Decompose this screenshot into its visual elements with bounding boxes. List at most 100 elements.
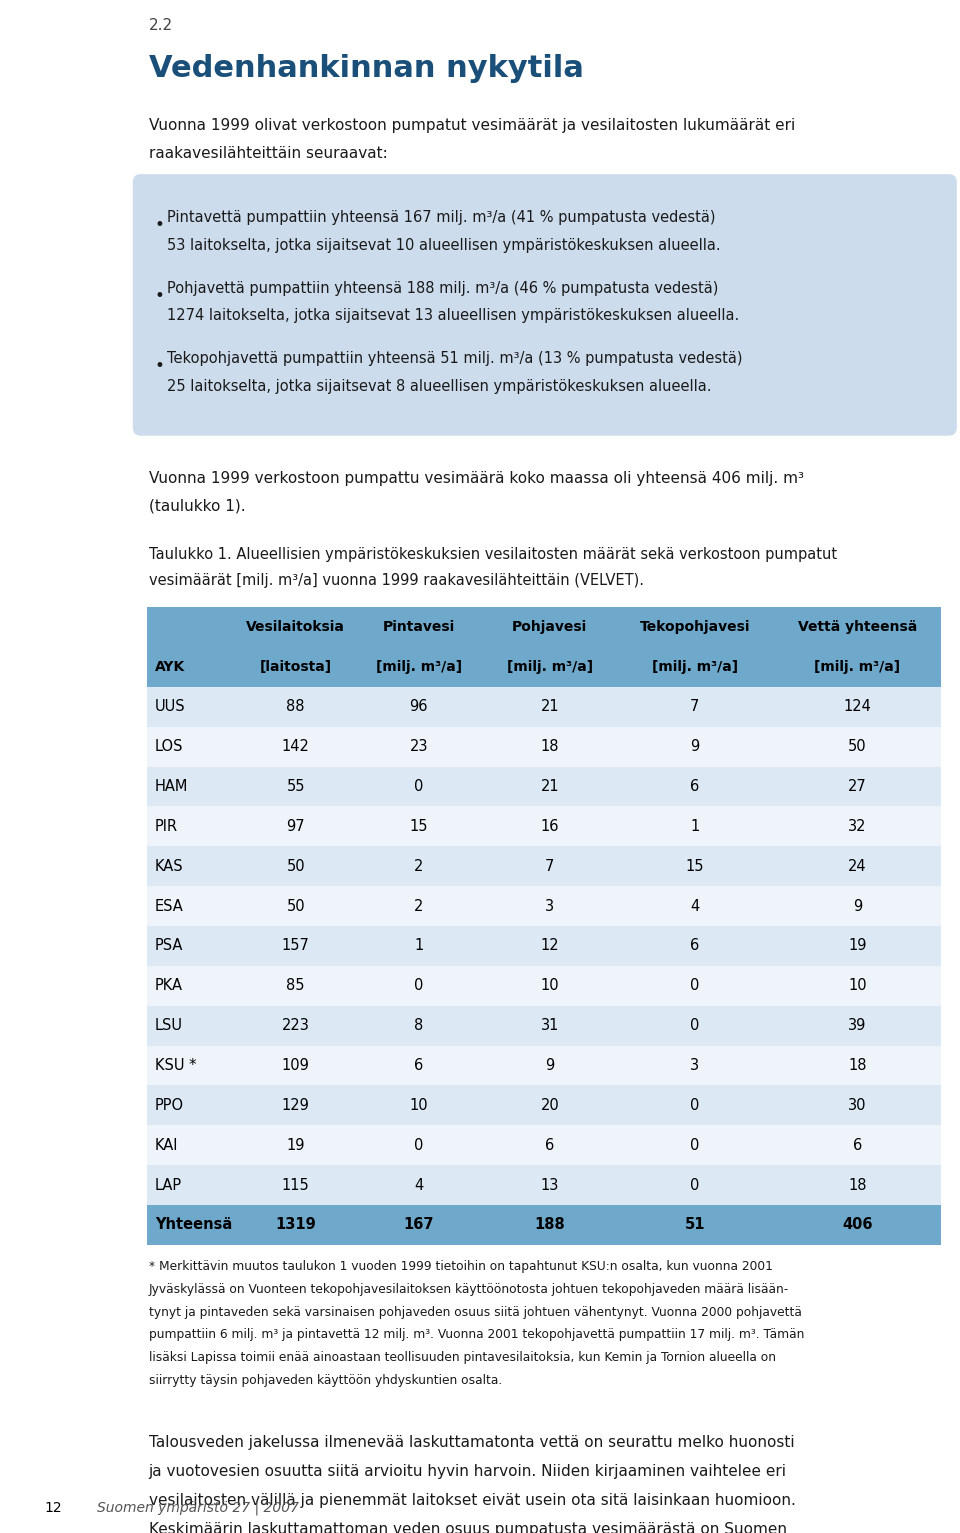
Text: Talousveden jakelussa ilmenevää laskuttamatonta vettä on seurattu melko huonosti: Talousveden jakelussa ilmenevää laskutta…	[149, 1435, 795, 1450]
Text: Pohjavettä pumpattiin yhteensä 188 milj. m³/a (46 % pumpatusta vedestä): Pohjavettä pumpattiin yhteensä 188 milj.…	[167, 281, 718, 296]
Text: 124: 124	[844, 699, 872, 714]
Bar	[147, 886, 941, 926]
Text: 88: 88	[286, 699, 305, 714]
Text: 6: 6	[414, 1058, 423, 1073]
Text: Vesilaitoksia: Vesilaitoksia	[246, 619, 345, 635]
Text: HAM: HAM	[155, 779, 188, 794]
Text: Pintavesi: Pintavesi	[383, 619, 455, 635]
Text: raakavesilähteittäin seuraavat:: raakavesilähteittäin seuraavat:	[149, 146, 388, 161]
Text: 51: 51	[684, 1217, 705, 1233]
Bar	[147, 966, 941, 1006]
Text: 8: 8	[414, 1018, 423, 1033]
Text: 39: 39	[849, 1018, 867, 1033]
Text: siirrytty täysin pohjaveden käyttöön yhdyskuntien osalta.: siirrytty täysin pohjaveden käyttöön yhd…	[149, 1374, 502, 1386]
Text: ESA: ESA	[155, 898, 183, 914]
Text: PSA: PSA	[155, 938, 183, 954]
Text: 18: 18	[540, 739, 559, 754]
Text: 20: 20	[540, 1098, 559, 1113]
Text: Pintavettä pumpattiin yhteensä 167 milj. m³/a (41 % pumpatusta vedestä): Pintavettä pumpattiin yhteensä 167 milj.…	[167, 210, 715, 225]
Text: 25 laitokselta, jotka sijaitsevat 8 alueellisen ympäristökeskuksen alueella.: 25 laitokselta, jotka sijaitsevat 8 alue…	[167, 379, 711, 394]
Text: 18: 18	[849, 1177, 867, 1193]
Text: 15: 15	[685, 858, 704, 874]
Text: lisäksi Lapissa toimii enää ainoastaan teollisuuden pintavesilaitoksia, kun Kemi: lisäksi Lapissa toimii enää ainoastaan t…	[149, 1351, 776, 1364]
Text: tynyt ja pintaveden sekä varsinaisen pohjaveden osuus siitä johtuen vähentynyt. : tynyt ja pintaveden sekä varsinaisen poh…	[149, 1306, 802, 1318]
Bar	[147, 1205, 941, 1245]
Text: 97: 97	[286, 819, 305, 834]
Text: 0: 0	[690, 1098, 699, 1113]
Text: KAS: KAS	[155, 858, 183, 874]
Text: 10: 10	[848, 978, 867, 993]
Text: •: •	[155, 216, 165, 235]
Text: ja vuotovesien osuutta siitä arvioitu hyvin harvoin. Niiden kirjaaminen vaihtele: ja vuotovesien osuutta siitä arvioitu hy…	[149, 1464, 787, 1479]
Text: 16: 16	[540, 819, 559, 834]
Text: 6: 6	[690, 779, 699, 794]
Text: 12: 12	[44, 1501, 62, 1515]
Text: 24: 24	[848, 858, 867, 874]
Text: KSU *: KSU *	[155, 1058, 196, 1073]
Text: 109: 109	[281, 1058, 310, 1073]
Text: 2: 2	[414, 898, 423, 914]
Text: 7: 7	[690, 699, 699, 714]
Text: 50: 50	[848, 739, 867, 754]
Text: 7: 7	[545, 858, 555, 874]
Text: vesimäärät [milj. m³/a] vuonna 1999 raakavesilähteittäin (VELVET).: vesimäärät [milj. m³/a] vuonna 1999 raak…	[149, 573, 644, 589]
Text: 115: 115	[282, 1177, 309, 1193]
Text: 50: 50	[286, 898, 305, 914]
Text: 2.2: 2.2	[149, 18, 173, 34]
Text: Vedenhankinnan nykytila: Vedenhankinnan nykytila	[149, 54, 584, 83]
Text: 0: 0	[690, 1018, 699, 1033]
Text: 9: 9	[852, 898, 862, 914]
Text: 85: 85	[286, 978, 305, 993]
Bar	[147, 1085, 941, 1125]
Bar	[147, 607, 941, 647]
Text: KAI: KAI	[155, 1137, 179, 1153]
Text: 55: 55	[286, 779, 305, 794]
Bar	[147, 1125, 941, 1165]
Text: 6: 6	[690, 938, 699, 954]
Text: UUS: UUS	[155, 699, 185, 714]
Text: pumpattiin 6 milj. m³ ja pintavettä 12 milj. m³. Vuonna 2001 tekopohjavettä pump: pumpattiin 6 milj. m³ ja pintavettä 12 m…	[149, 1328, 804, 1341]
Text: 31: 31	[540, 1018, 559, 1033]
Text: Tekopohjavettä pumpattiin yhteensä 51 milj. m³/a (13 % pumpatusta vedestä): Tekopohjavettä pumpattiin yhteensä 51 mi…	[167, 351, 742, 366]
Text: 13: 13	[540, 1177, 559, 1193]
Text: [milj. m³/a]: [milj. m³/a]	[507, 659, 593, 675]
Bar	[147, 647, 941, 687]
Text: 10: 10	[540, 978, 559, 993]
Text: 19: 19	[286, 1137, 305, 1153]
Text: [milj. m³/a]: [milj. m³/a]	[652, 659, 737, 675]
Text: [laitosta]: [laitosta]	[259, 659, 332, 675]
Text: 19: 19	[849, 938, 867, 954]
Text: 0: 0	[690, 1177, 699, 1193]
Text: 223: 223	[281, 1018, 310, 1033]
Text: 0: 0	[414, 1137, 423, 1153]
Text: 4: 4	[690, 898, 699, 914]
Text: 12: 12	[540, 938, 559, 954]
Bar	[147, 846, 941, 886]
Bar	[147, 687, 941, 727]
Text: Tekopohjavesi: Tekopohjavesi	[639, 619, 750, 635]
Text: 2: 2	[414, 858, 423, 874]
Bar	[147, 766, 941, 806]
Text: * Merkittävin muutos taulukon 1 vuoden 1999 tietoihin on tapahtunut KSU:n osalta: * Merkittävin muutos taulukon 1 vuoden 1…	[149, 1260, 773, 1272]
Text: 0: 0	[690, 1137, 699, 1153]
Text: vesilaitosten välillä ja pienemmät laitokset eivät usein ota sitä laisinkaan huo: vesilaitosten välillä ja pienemmät laito…	[149, 1493, 796, 1508]
Text: 9: 9	[690, 739, 699, 754]
Text: 32: 32	[849, 819, 867, 834]
Text: PPO: PPO	[155, 1098, 184, 1113]
Text: Jyväskylässä on Vuonteen tekopohjavesilaitoksen käyttöönotosta johtuen tekopohja: Jyväskylässä on Vuonteen tekopohjavesila…	[149, 1283, 789, 1295]
Bar	[147, 1006, 941, 1046]
Text: 6: 6	[545, 1137, 554, 1153]
Text: Taulukko 1. Alueellisien ympäristökeskuksien vesilaitosten määrät sekä verkostoo: Taulukko 1. Alueellisien ympäristökeskuk…	[149, 547, 837, 563]
Text: 23: 23	[410, 739, 428, 754]
Text: [milj. m³/a]: [milj. m³/a]	[375, 659, 462, 675]
Text: 0: 0	[690, 978, 699, 993]
Bar	[147, 1046, 941, 1085]
Text: •: •	[155, 287, 165, 305]
Bar	[147, 1165, 941, 1205]
Text: 9: 9	[545, 1058, 554, 1073]
Text: [milj. m³/a]: [milj. m³/a]	[814, 659, 900, 675]
Text: 15: 15	[410, 819, 428, 834]
Text: 50: 50	[286, 858, 305, 874]
Text: 1: 1	[414, 938, 423, 954]
Text: 1274 laitokselta, jotka sijaitsevat 13 alueellisen ympäristökeskuksen alueella.: 1274 laitokselta, jotka sijaitsevat 13 a…	[167, 308, 739, 323]
